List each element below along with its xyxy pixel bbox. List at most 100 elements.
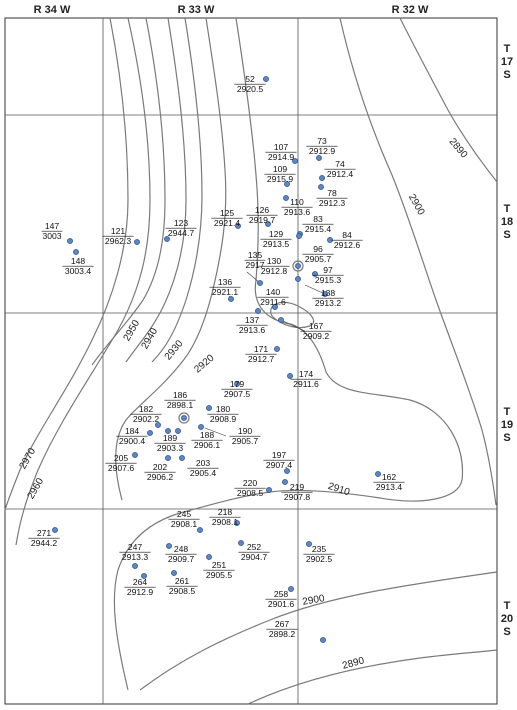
contour-2960 — [15, 17, 151, 546]
well-elevation-label: 2905.4 — [190, 468, 217, 478]
well-id-label: 264 — [133, 577, 148, 587]
well-elevation-label: 2905.7 — [232, 436, 259, 446]
well-elevation-label: 2906.1 — [194, 440, 221, 450]
well-id-label: 251 — [212, 560, 227, 570]
well-symbol — [52, 527, 58, 533]
well-symbol — [206, 405, 212, 411]
well-symbol — [165, 428, 171, 434]
well-id-label: 245 — [177, 509, 192, 519]
well-id-label: 52 — [245, 74, 255, 84]
well-symbol — [255, 308, 261, 314]
well-id-label: 220 — [243, 478, 258, 488]
well-symbol — [67, 238, 73, 244]
well-symbol — [166, 543, 172, 549]
well-id-label: 258 — [274, 589, 289, 599]
contour-label: 2960 — [26, 476, 47, 501]
well-id-label: 205 — [114, 453, 129, 463]
well-symbol — [274, 346, 280, 352]
well-symbol — [73, 249, 79, 255]
well-id-label: 218 — [218, 507, 233, 517]
well-symbol — [284, 468, 290, 474]
well-symbol — [164, 236, 170, 242]
contour-closure — [292, 260, 304, 272]
svg-text:18: 18 — [501, 216, 513, 228]
well-id-label: 140 — [266, 287, 281, 297]
well-elevation-label: 2913.3 — [122, 552, 149, 562]
well-symbol — [295, 263, 301, 269]
well-elevation-label: 2908.1 — [212, 517, 239, 527]
well-symbol — [132, 563, 138, 569]
well-leader-line — [204, 427, 227, 437]
contour-2970 — [4, 17, 129, 511]
well-id-label: 197 — [272, 450, 287, 460]
well-elevation-label: 2915.9 — [267, 174, 294, 184]
well-id-label: 110 — [290, 197, 304, 207]
well-symbol — [238, 540, 244, 546]
well-id-label: 167 — [309, 321, 324, 331]
well-elevation-label: 2913.6 — [239, 325, 266, 335]
well-symbol — [272, 304, 278, 310]
well-id-label: 188 — [200, 430, 215, 440]
contour-label: 2930 — [163, 338, 186, 362]
well-symbol — [320, 637, 326, 643]
well-id-label: 96 — [313, 244, 323, 254]
contour-labels: 2970 2960 2950 2940 2930 2920 2910 2900 … — [18, 136, 470, 671]
well-elevation-label: 2915.3 — [315, 275, 342, 285]
